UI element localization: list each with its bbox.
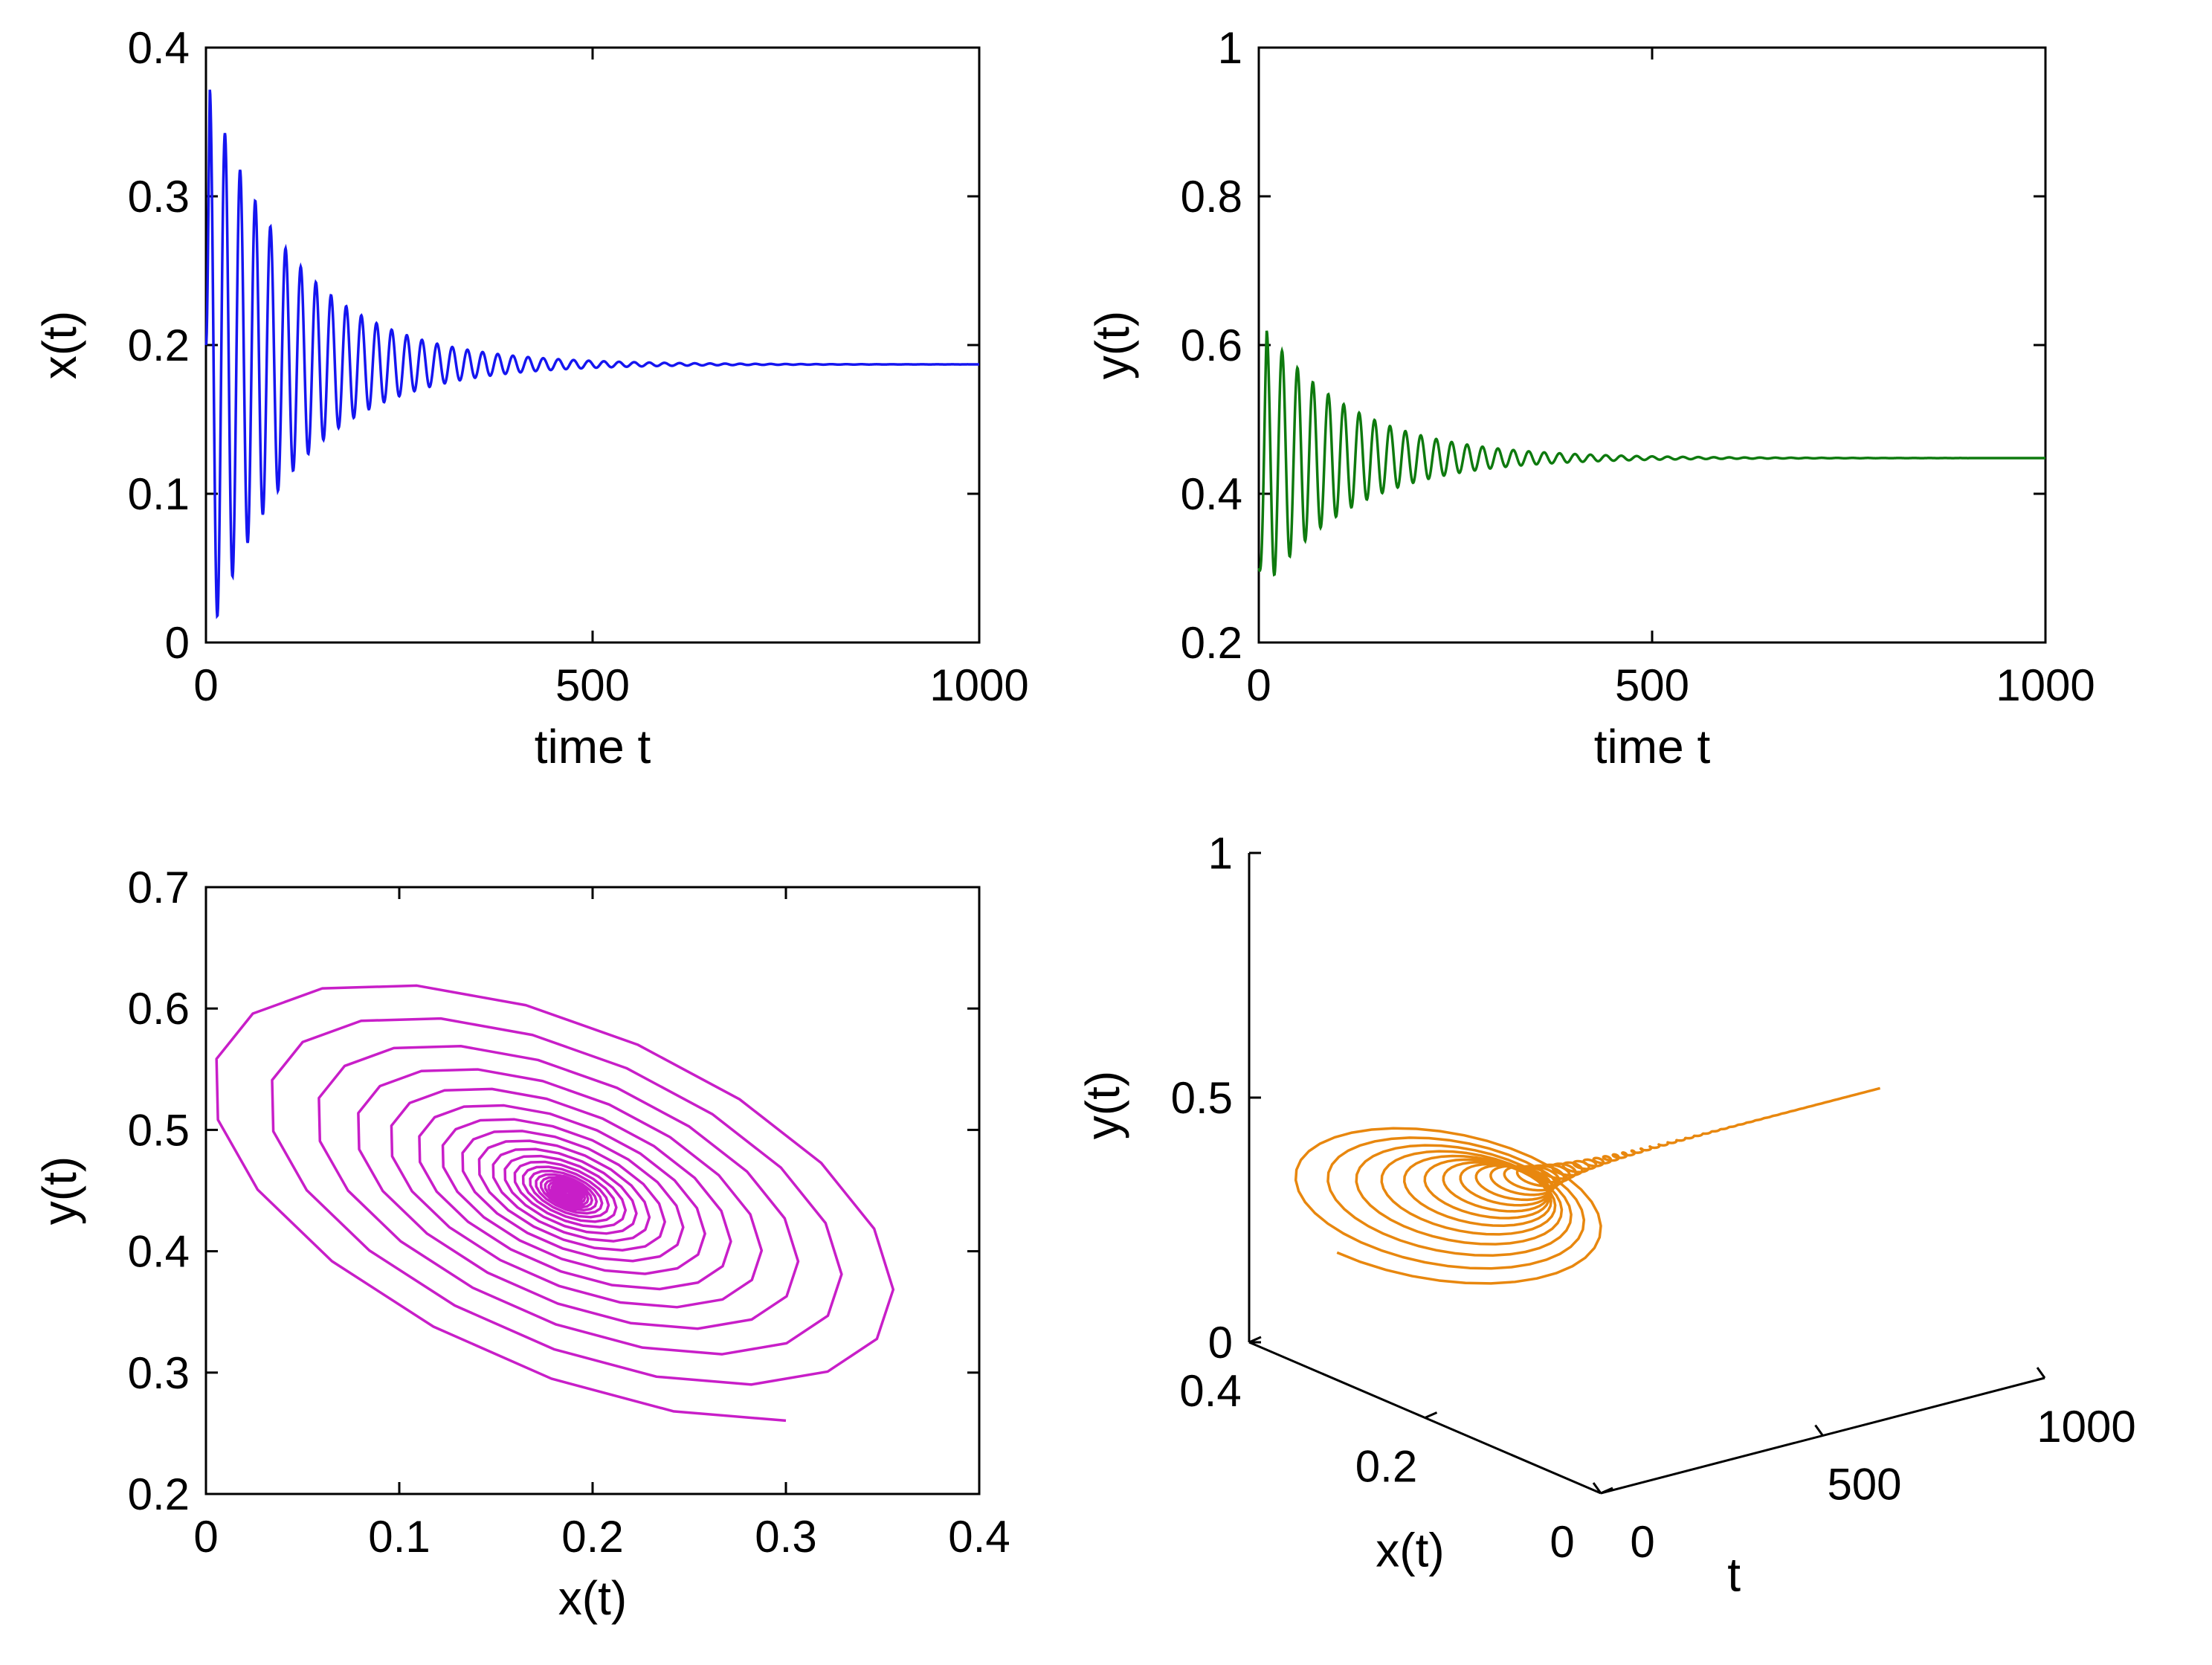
y-tick-label: 0.6 [128,984,190,1034]
y-tick-label: 0.6 [1181,321,1242,370]
x-tick-label: 0.4 [948,1512,1010,1562]
t-tick-label: 0 [1630,1517,1654,1567]
y-tick-label: 0.3 [128,1348,190,1398]
t-tick-mark [1814,1424,1824,1437]
x-axis-label: time t [535,720,651,773]
x-tick-label: 1000 [929,660,1028,710]
y-tick-label: 0.8 [1181,172,1242,222]
series-line-x [204,89,980,619]
y-tick-label: 0.4 [128,1227,190,1277]
x-tick-label: 1000 [1996,660,2095,710]
y-tick-label: 0.3 [128,172,190,222]
y-tick-label: 0.2 [128,321,190,370]
x-tick-label: 0.2 [1355,1442,1417,1492]
z-tick-label: 0.5 [1171,1073,1233,1123]
t-tick-label: 500 [1827,1460,1901,1510]
y-tick-label: 0.4 [1181,469,1242,519]
y-axis-label: y(t) [33,1156,86,1225]
x-axis-label: x(t) [558,1571,627,1625]
x-axis-label: x(t) [1376,1524,1444,1577]
y-axis-label: y(t) [1086,311,1139,379]
x-tick-label: 0.4 [1179,1366,1241,1416]
y-tick-label: 0.7 [128,863,190,912]
y-tick-label: 0.5 [128,1105,190,1155]
x-tick-label: 500 [555,660,630,710]
t-tick-label: 1000 [2037,1402,2135,1452]
x-tick-label: 0 [193,1512,218,1562]
x-tick-mark [1424,1411,1438,1419]
x-tick-label: 500 [1615,660,1689,710]
x-tick-label: 0 [1246,660,1271,710]
y-tick-label: 0.2 [128,1469,190,1519]
series-line-y [1257,330,2045,577]
z-tick-label: 1 [1208,828,1233,878]
x-tick-label: 0 [1550,1517,1574,1567]
t-axis-label: t [1727,1548,1741,1602]
z-tick-label: 0 [1208,1318,1233,1368]
x-axis-label: time t [1594,720,1711,773]
x-tick-label: 0.1 [368,1512,430,1562]
z-axis-label: y(t) [1076,1071,1129,1139]
trajectory-3d-line [1294,1086,1882,1285]
y-tick-label: 0.2 [1181,618,1242,668]
x-tick-label: 0 [193,660,218,710]
panel-x-vs-time: 0 500 1000 0 0.1 0.2 0.3 0.4 time t x(t) [33,23,1029,773]
y-tick-label: 0.4 [128,23,190,73]
y-tick-label: 0 [165,618,190,668]
y-tick-label: 1 [1218,23,1242,73]
panel-y-vs-time: 0 500 1000 0.2 0.4 0.6 0.8 1 time t y(t) [1086,23,2095,773]
trajectory-line [215,984,895,1423]
x-tick-mark [1600,1487,1613,1495]
t-tick-mark [1592,1482,1602,1494]
t-tick-mark [2036,1367,2046,1379]
x-tick-label: 0.3 [755,1512,816,1562]
x-tick-label: 0.2 [561,1512,623,1562]
panel-phase-plane: 0 0.1 0.2 0.3 0.4 0.2 0.3 0.4 0.5 0.6 0.7 x(t) y(t) [33,863,1010,1625]
y-axis-label: x(t) [33,311,86,379]
y-tick-label: 0.1 [128,469,190,519]
